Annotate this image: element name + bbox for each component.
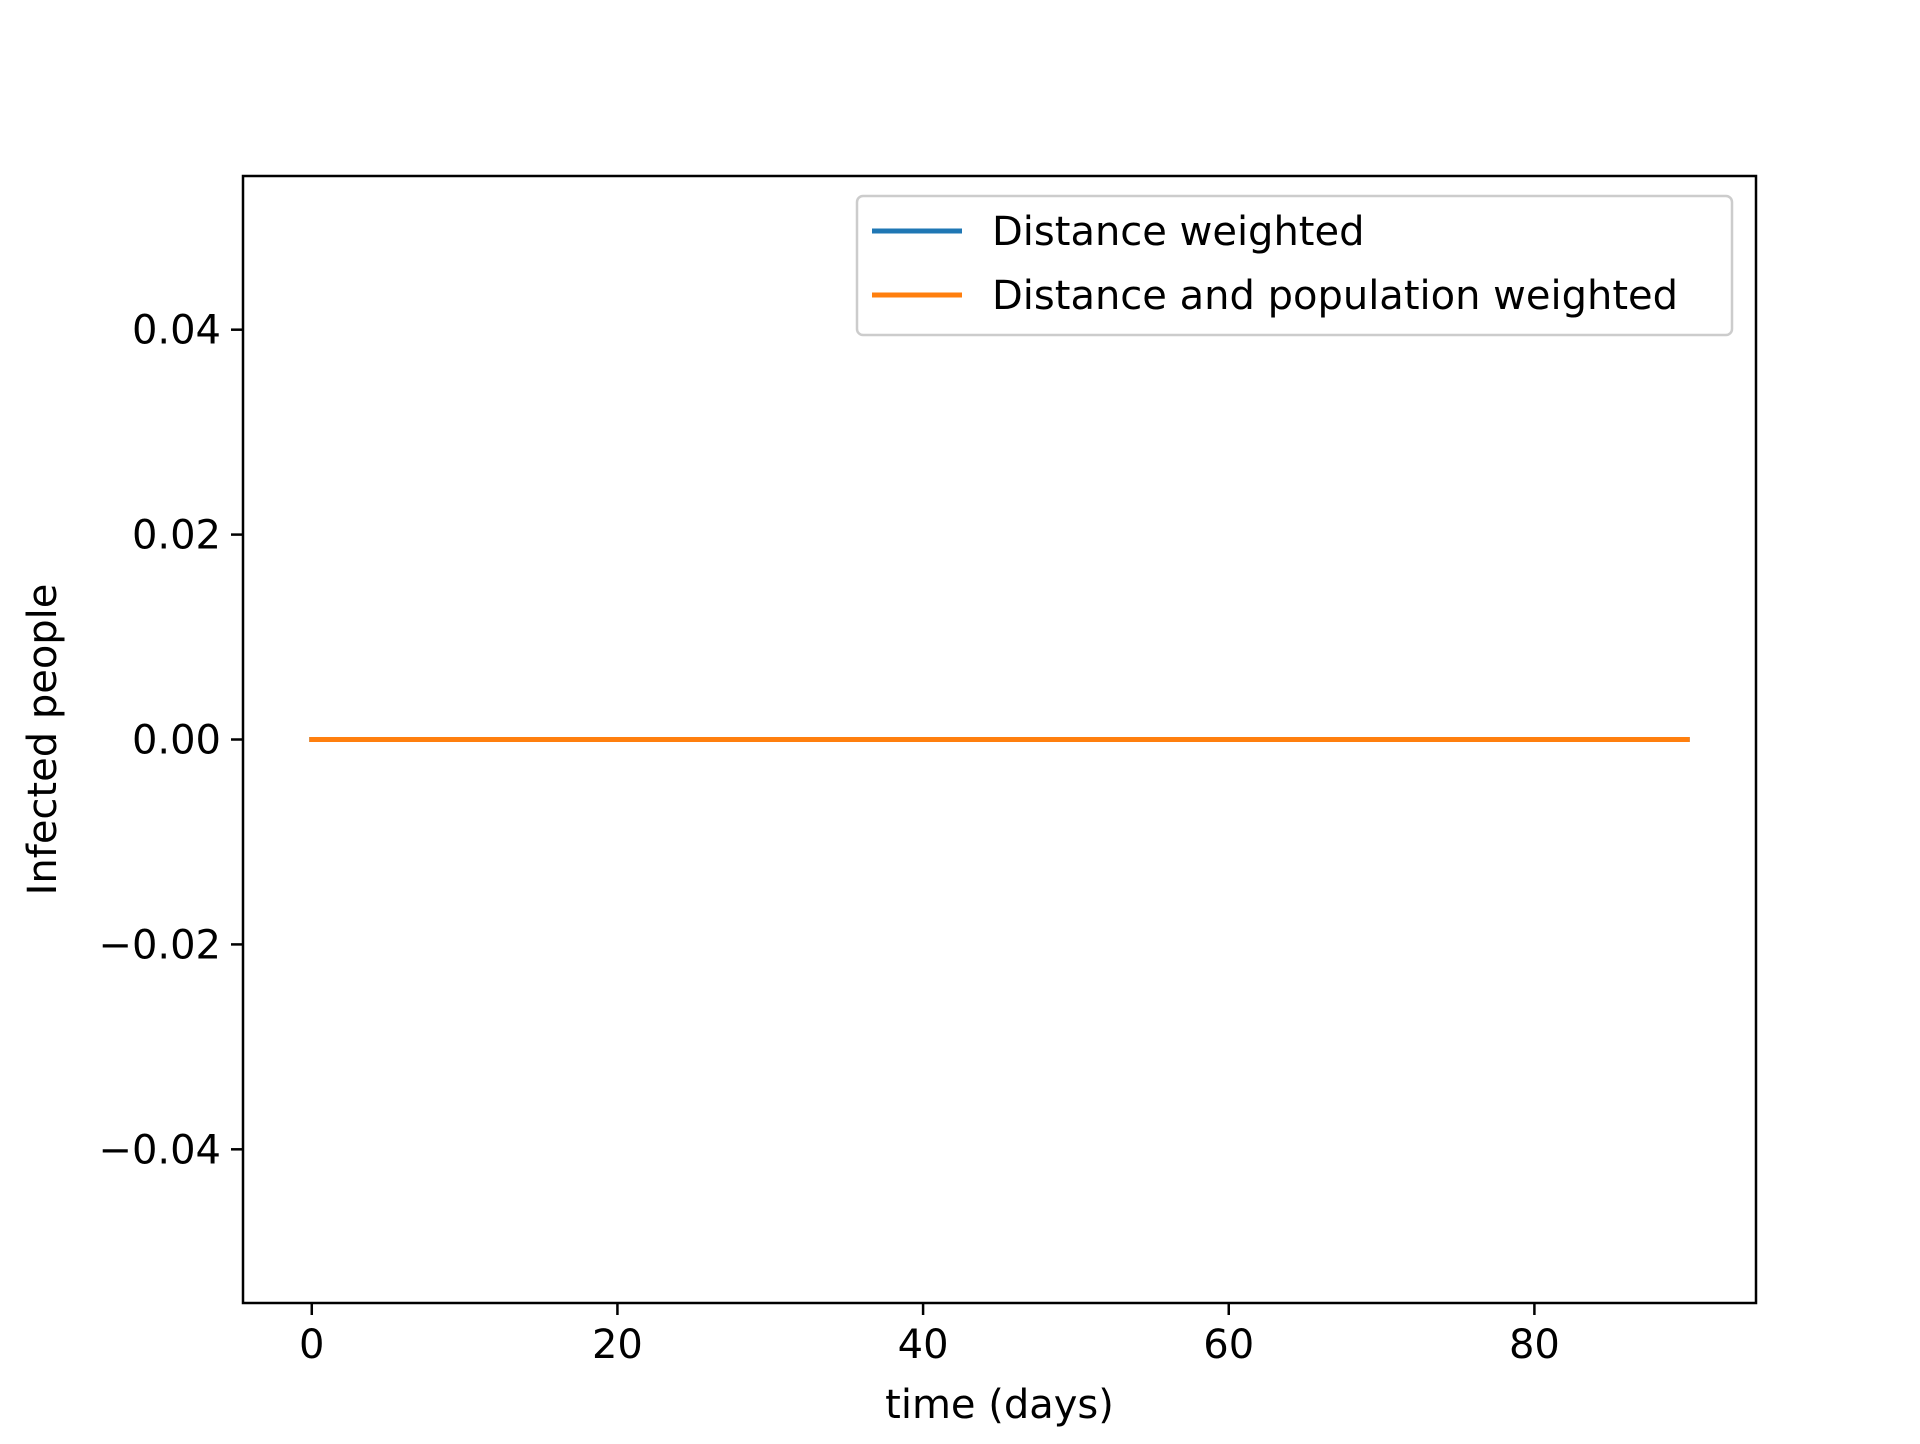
x-axis-label: time (days): [885, 1382, 1114, 1428]
y-tick-label: 0.00: [132, 718, 221, 764]
y-axis: −0.04 −0.02 0.00 0.02 0.04: [98, 308, 243, 1173]
y-axis-label: Infected people: [20, 584, 66, 896]
y-tick-label: 0.02: [132, 513, 221, 559]
y-tick-label: −0.02: [98, 922, 221, 968]
legend-label-2: Distance and population weighted: [992, 273, 1678, 319]
y-tick-label: −0.04: [98, 1127, 221, 1173]
x-tick-label: 40: [898, 1322, 949, 1368]
legend: Distance weighted Distance and population…: [855, 194, 1734, 337]
x-axis: 0 20 40 60 80: [299, 1303, 1560, 1368]
legend-box: [855, 194, 1734, 337]
x-tick-label: 80: [1509, 1322, 1560, 1368]
x-tick-label: 60: [1203, 1322, 1254, 1368]
x-tick-label: 20: [592, 1322, 643, 1368]
y-tick-label: 0.04: [132, 308, 221, 354]
legend-label-1: Distance weighted: [992, 209, 1364, 255]
x-tick-label: 0: [299, 1322, 324, 1368]
